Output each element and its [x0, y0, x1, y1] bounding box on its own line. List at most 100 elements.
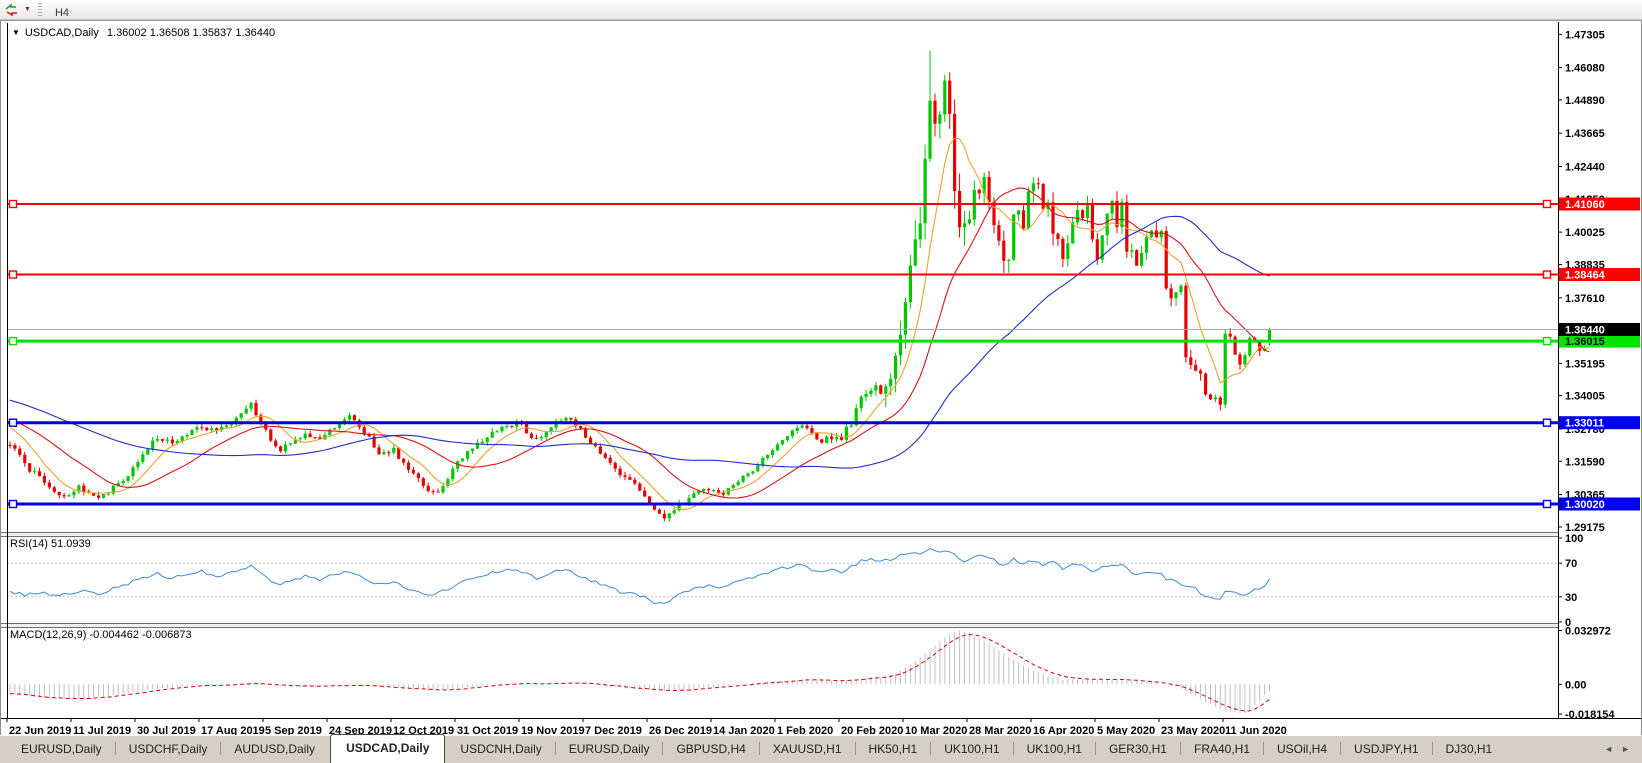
chart-tab-audusd-daily[interactable]: AUDUSD,Daily	[234, 742, 316, 756]
tab-divider	[1179, 742, 1181, 755]
svg-text:7 Dec 2019: 7 Dec 2019	[585, 725, 642, 736]
candles-layer	[8, 51, 1272, 522]
svg-text:1.44890: 1.44890	[1565, 95, 1605, 107]
chart-tab-hk50-h1[interactable]: HK50,H1	[868, 742, 918, 756]
tab-scroll-arrows: ◄ ►	[1604, 744, 1642, 763]
chart-tabs: EURUSD,Daily USDCHF,Daily AUDUSD,Daily USDC…	[0, 734, 1505, 763]
pane-splitter-rsi[interactable]	[0, 532, 1642, 537]
svg-text:1.33011: 1.33011	[1565, 418, 1604, 430]
time-axis[interactable]: 22 Jun 2019 11 Jul 2019 30 Jul 2019 17 Aug …	[0, 718, 1642, 736]
svg-text:14 Jan 2020: 14 Jan 2020	[713, 725, 775, 736]
chart-tab-uk100-h1[interactable]: UK100,H1	[1026, 742, 1082, 756]
chart-tab-gbpusd-h4[interactable]: GBPUSD,H4	[676, 742, 746, 756]
chart-window: 1.473051.460801.448901.436651.424401.412…	[0, 20, 1642, 736]
svg-text:22 Jun 2019: 22 Jun 2019	[9, 725, 71, 736]
timeframe-button-h1[interactable]: H1	[48, 0, 83, 4]
macd-indicator-label: MACD(12,26,9) -0.004462 -0.006873	[10, 629, 192, 641]
svg-text:12 Oct 2019: 12 Oct 2019	[393, 725, 454, 736]
svg-text:1.40025: 1.40025	[1565, 227, 1605, 239]
svg-text:16 Apr 2020: 16 Apr 2020	[1033, 725, 1094, 736]
svg-text:5 Sep 2019: 5 Sep 2019	[265, 725, 322, 736]
chart-tab-bar: EURUSD,Daily USDCHF,Daily AUDUSD,Daily USDC…	[0, 734, 1642, 763]
tab-divider	[930, 742, 932, 755]
chart-tab-usoil-h4[interactable]: USOil,H4	[1277, 742, 1328, 756]
tab-divider	[758, 742, 760, 755]
svg-text:1.36440: 1.36440	[1565, 325, 1605, 337]
svg-text:30: 30	[1565, 592, 1577, 604]
svg-text:17 Aug 2019: 17 Aug 2019	[201, 725, 265, 736]
ma-lines	[9, 137, 1270, 510]
tab-divider	[1340, 742, 1342, 755]
price-axis[interactable]: 1.473051.460801.448901.436651.424401.412…	[1558, 21, 1642, 721]
svg-text:28 Mar 2020: 28 Mar 2020	[969, 725, 1031, 736]
chart-mode-icon[interactable]	[3, 2, 21, 18]
svg-text:1.34005: 1.34005	[1565, 391, 1605, 403]
tab-divider	[220, 742, 222, 755]
svg-text:1.47305: 1.47305	[1565, 29, 1605, 41]
chart-tab-eurusd-daily[interactable]: EURUSD,Daily	[568, 742, 650, 756]
chart-tab-uk100-h1[interactable]: UK100,H1	[944, 742, 1000, 756]
svg-text:1.29175: 1.29175	[1565, 522, 1605, 534]
svg-text:70: 70	[1565, 558, 1577, 570]
rsi-indicator-label: RSI(14) 51.0939	[10, 538, 91, 550]
svg-text:1.42440: 1.42440	[1565, 162, 1605, 174]
chart-tab-usdchf-daily[interactable]: USDCHF,Daily	[128, 742, 208, 756]
svg-text:1.30020: 1.30020	[1565, 499, 1605, 511]
chart-ohlc-quotes: 1.36002 1.36508 1.35837 1.36440	[106, 27, 276, 39]
chart-title: ▼ USDCAD,Daily 1.36002 1.36508 1.35837 1.3…	[12, 27, 275, 39]
svg-text:24 Sep 2019: 24 Sep 2019	[329, 725, 392, 736]
svg-text:20 Feb 2020: 20 Feb 2020	[841, 725, 903, 736]
timeframe-button-h4[interactable]: H4	[54, 6, 69, 19]
svg-text:31 Oct 2019: 31 Oct 2019	[457, 725, 518, 736]
tab-divider	[114, 742, 116, 755]
svg-text:30 Jul 2019: 30 Jul 2019	[137, 725, 196, 736]
chart-arrows-icon	[5, 2, 17, 16]
tab-divider	[1431, 742, 1433, 755]
svg-text:26 Dec 2019: 26 Dec 2019	[649, 725, 712, 736]
toolbar-grip[interactable]	[37, 3, 42, 16]
chart-tab-xauusd-h1[interactable]: XAUUSD,H1	[772, 742, 842, 756]
svg-text:1.38464: 1.38464	[1565, 270, 1606, 282]
svg-text:1.31590: 1.31590	[1565, 456, 1605, 468]
chart-mode-dropdown-caret[interactable]: ▼	[24, 6, 31, 13]
svg-text:1.46080: 1.46080	[1565, 63, 1605, 75]
tab-divider	[1263, 742, 1265, 755]
tab-divider	[1012, 742, 1014, 755]
chart-tab-usdcad-daily[interactable]: USDCAD,Daily	[330, 734, 446, 763]
svg-text:1.41060: 1.41060	[1565, 199, 1605, 211]
horizontal-levels[interactable]	[7, 199, 1558, 509]
svg-text:0: 0	[1565, 617, 1571, 629]
tab-divider	[1094, 742, 1096, 755]
svg-text:1.37610: 1.37610	[1565, 293, 1605, 305]
chart-tab-ger30-h1[interactable]: GER30,H1	[1108, 742, 1167, 756]
chart-tab-usdjpy-h1[interactable]: USDJPY,H1	[1354, 742, 1419, 756]
svg-text:1.35195: 1.35195	[1565, 358, 1605, 370]
tab-scroll-right-icon[interactable]: ►	[1621, 744, 1630, 754]
chart-canvas[interactable]: 1.473051.460801.448901.436651.424401.412…	[0, 21, 1642, 736]
svg-text:23 May 2020: 23 May 2020	[1161, 725, 1225, 736]
chart-tab-eurusd-daily[interactable]: EURUSD,Daily	[21, 742, 102, 756]
chart-tab-fra40-h1[interactable]: FRA40,H1	[1193, 742, 1251, 756]
svg-text:-0.018154: -0.018154	[1565, 709, 1615, 721]
svg-text:11 Jun 2020: 11 Jun 2020	[1225, 725, 1287, 736]
chart-dropdown-caret[interactable]: ▼	[12, 28, 20, 37]
svg-text:0.032972: 0.032972	[1565, 626, 1611, 638]
tab-scroll-left-icon[interactable]: ◄	[1604, 744, 1614, 754]
svg-text:0.00: 0.00	[1565, 679, 1586, 691]
timeframes-toolbar: ▼ M1M5M15M30H1H4D1W1MN	[0, 0, 1642, 106]
svg-text:1.36015: 1.36015	[1565, 336, 1605, 348]
svg-text:1 Feb 2020: 1 Feb 2020	[777, 725, 833, 736]
tab-divider	[662, 742, 664, 755]
svg-text:5 May 2020: 5 May 2020	[1097, 725, 1155, 736]
tab-divider	[554, 742, 556, 755]
svg-text:19 Nov 2019: 19 Nov 2019	[521, 725, 585, 736]
svg-text:100: 100	[1565, 533, 1583, 545]
tab-divider	[854, 742, 856, 755]
chart-tab-dj30-h1[interactable]: DJ30,H1	[1445, 742, 1493, 756]
macd-pane	[9, 630, 1270, 714]
pane-splitter-macd[interactable]	[0, 623, 1642, 628]
rsi-pane	[7, 548, 1558, 605]
chart-symbol-period: USDCAD,Daily	[24, 27, 99, 39]
chart-tab-usdcnh-daily[interactable]: USDCNH,Daily	[460, 742, 542, 756]
